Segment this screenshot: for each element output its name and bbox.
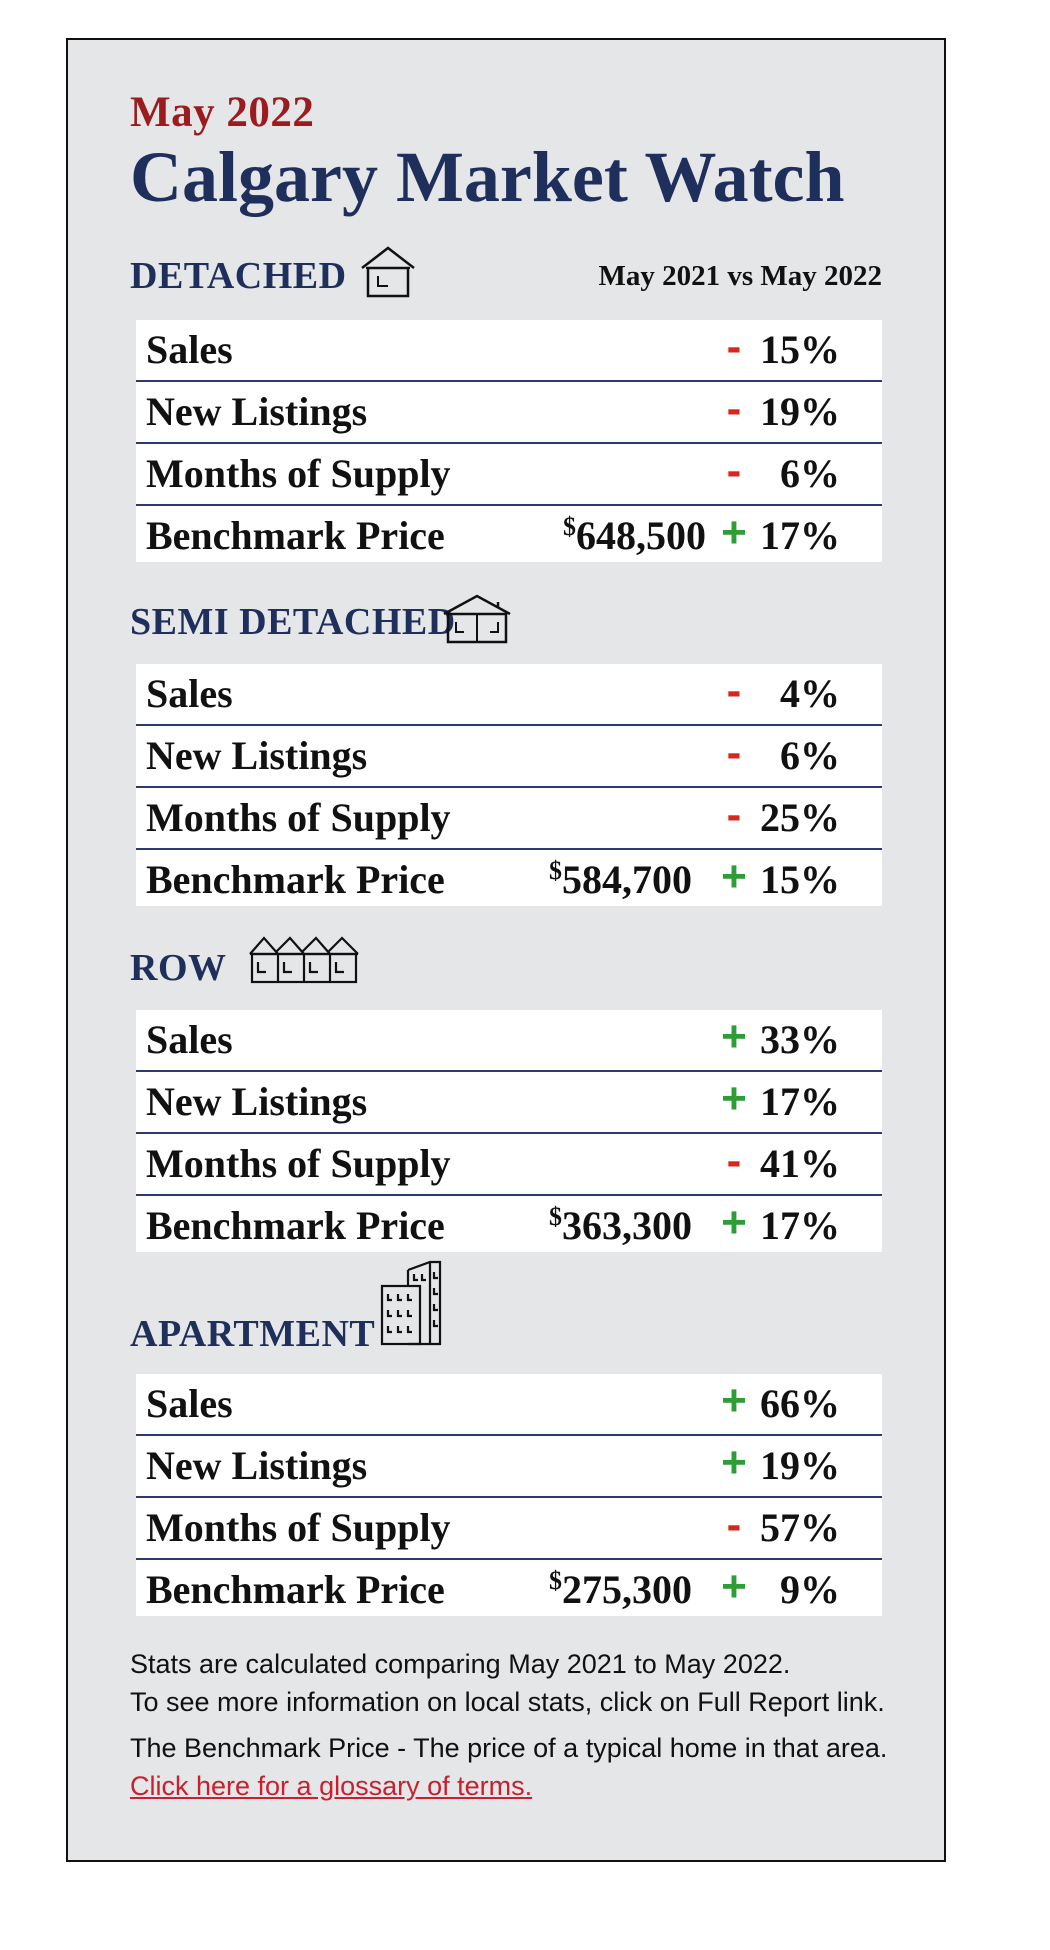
row-label: Sales: [146, 671, 233, 716]
row-label: Benchmark Price: [146, 857, 445, 902]
table-row: Months of Supply - 25%: [136, 788, 882, 850]
table-semi-detached: Sales - 4% New Listings - 6% Months of S…: [136, 664, 882, 906]
row-label: Months of Supply: [146, 1505, 451, 1550]
section-title: DETACHED: [130, 255, 347, 297]
change-sign: -: [726, 446, 742, 495]
semi-detached-house-icon: [443, 594, 511, 644]
price-value: 275,300: [562, 1567, 692, 1612]
change-sign: +: [721, 1562, 747, 1611]
change-percent: 9%: [780, 1567, 840, 1612]
footnotes: Stats are calculated comparing May 2021 …: [130, 1645, 920, 1805]
table-row: Benchmark Price $275,300 + 9%: [136, 1560, 882, 1616]
row-houses-icon: [249, 936, 359, 984]
benchmark-price: $363,300: [549, 1202, 692, 1249]
table-apartment: Sales + 66% New Listings + 19% Months of…: [136, 1374, 882, 1616]
section-title: SEMI DETACHED: [130, 601, 456, 643]
change-percent: 17%: [760, 1203, 840, 1248]
change-percent: 4%: [780, 671, 840, 716]
change-percent: 41%: [760, 1141, 840, 1186]
table-row: Benchmark Price $648,500 + 17%: [136, 506, 882, 562]
change-percent: 6%: [780, 451, 840, 496]
table-row: New Listings + 19%: [136, 1436, 882, 1498]
change-sign: -: [726, 1136, 742, 1185]
change-sign: -: [726, 790, 742, 839]
table-row: New Listings - 6%: [136, 726, 882, 788]
row-label: Benchmark Price: [146, 513, 445, 558]
change-percent: 33%: [760, 1017, 840, 1062]
section-title: ROW: [130, 947, 227, 989]
change-percent: 19%: [760, 389, 840, 434]
change-sign: +: [721, 1376, 747, 1425]
change-sign: +: [721, 1074, 747, 1123]
price-symbol: $: [549, 856, 562, 885]
change-percent: 15%: [760, 857, 840, 902]
table-row: Months of Supply - 6%: [136, 444, 882, 506]
price-symbol: $: [549, 1202, 562, 1231]
change-sign: +: [721, 1198, 747, 1247]
market-watch-card: May 2022 Calgary Market Watch DETACHED M…: [66, 38, 946, 1862]
change-percent: 66%: [760, 1381, 840, 1426]
page-title: Calgary Market Watch: [130, 137, 845, 217]
table-row: Benchmark Price $363,300 + 17%: [136, 1196, 882, 1252]
price-value: 363,300: [562, 1203, 692, 1248]
note-line: The Benchmark Price - The price of a typ…: [130, 1733, 888, 1763]
change-percent: 17%: [760, 513, 840, 558]
change-sign: -: [726, 728, 742, 777]
change-percent: 57%: [760, 1505, 840, 1550]
section-title: APARTMENT: [130, 1313, 376, 1355]
change-sign: +: [721, 508, 747, 557]
change-sign: +: [721, 1438, 747, 1487]
table-row: Months of Supply - 41%: [136, 1134, 882, 1196]
benchmark-price: $648,500: [563, 512, 706, 559]
change-percent: 19%: [760, 1443, 840, 1488]
change-sign: -: [726, 1500, 742, 1549]
row-label: Sales: [146, 327, 233, 372]
note-line: To see more information on local stats, …: [130, 1687, 885, 1717]
table-row: New Listings + 17%: [136, 1072, 882, 1134]
row-label: Benchmark Price: [146, 1203, 445, 1248]
table-row: Sales - 4%: [136, 664, 882, 726]
row-label: New Listings: [146, 389, 368, 434]
row-label: Sales: [146, 1017, 233, 1062]
glossary-link[interactable]: Click here for a glossary of terms.: [130, 1771, 533, 1801]
row-label: New Listings: [146, 1079, 368, 1124]
apartment-building-icon: [380, 1260, 442, 1346]
table-row-houses: Sales + 33% New Listings + 17% Months of…: [136, 1010, 882, 1252]
table-row: Sales - 15%: [136, 320, 882, 382]
table-row: Sales + 66%: [136, 1374, 882, 1436]
price-value: 648,500: [576, 513, 706, 558]
detached-house-icon: [361, 246, 415, 298]
table-row: Sales + 33%: [136, 1010, 882, 1072]
price-symbol: $: [549, 1566, 562, 1595]
note-line: Stats are calculated comparing May 2021 …: [130, 1649, 791, 1679]
change-percent: 17%: [760, 1079, 840, 1124]
change-percent: 25%: [760, 795, 840, 840]
benchmark-price: $584,700: [549, 856, 692, 903]
change-sign: +: [721, 852, 747, 901]
change-percent: 6%: [780, 733, 840, 778]
row-label: Months of Supply: [146, 795, 451, 840]
row-label: Months of Supply: [146, 1141, 451, 1186]
comparison-label: May 2021 vs May 2022: [598, 260, 882, 292]
change-sign: -: [726, 384, 742, 433]
change-sign: -: [726, 666, 742, 715]
table-detached: Sales - 15% New Listings - 19% Months of…: [136, 320, 882, 562]
change-sign: +: [721, 1012, 747, 1061]
change-percent: 15%: [760, 327, 840, 372]
report-month: May 2022: [130, 89, 315, 136]
row-label: New Listings: [146, 733, 368, 778]
table-row: Months of Supply - 57%: [136, 1498, 882, 1560]
row-label: New Listings: [146, 1443, 368, 1488]
price-value: 584,700: [562, 857, 692, 902]
row-label: Benchmark Price: [146, 1567, 445, 1612]
change-sign: -: [726, 322, 742, 371]
table-row: Benchmark Price $584,700 + 15%: [136, 850, 882, 906]
benchmark-price: $275,300: [549, 1566, 692, 1613]
row-label: Sales: [146, 1381, 233, 1426]
row-label: Months of Supply: [146, 451, 451, 496]
table-row: New Listings - 19%: [136, 382, 882, 444]
price-symbol: $: [563, 512, 576, 541]
